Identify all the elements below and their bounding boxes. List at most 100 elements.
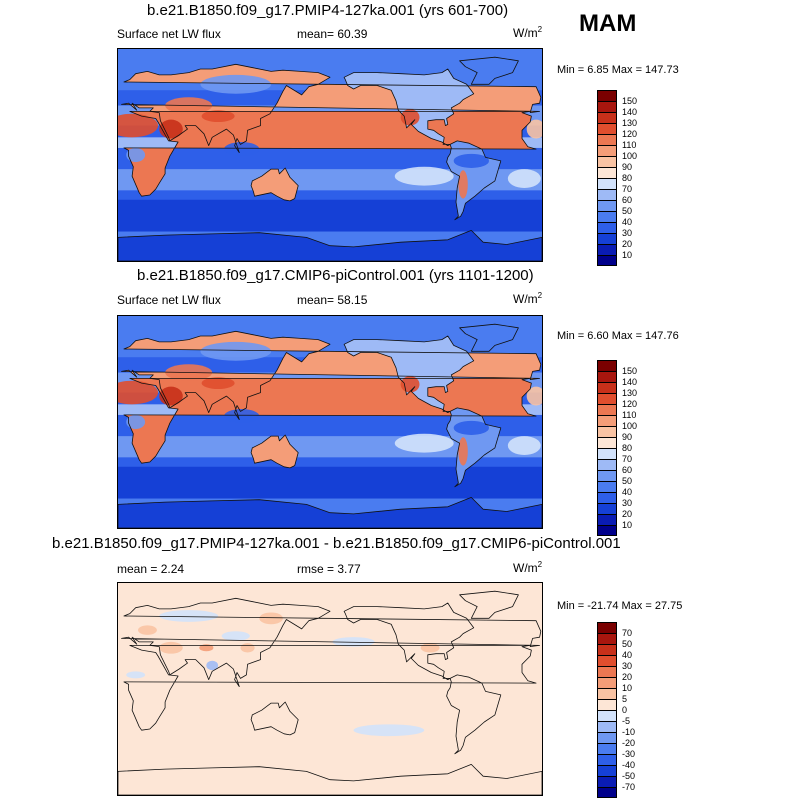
coastline-namerica (343, 602, 475, 680)
colorbar-swatch (597, 123, 617, 134)
colorbar-tick-label: 80 (622, 173, 633, 183)
diff-blob (159, 610, 219, 622)
panel-2-map (117, 315, 543, 529)
colorbar-tick-label: 10 (622, 683, 633, 693)
colorbar-swatch (597, 721, 617, 732)
southern-ocean-band (118, 199, 542, 232)
colorbar-swatch (597, 688, 617, 699)
andes-high (458, 437, 468, 466)
amazon-low (453, 420, 490, 435)
colorbar-tick-label: 20 (622, 509, 633, 519)
colorbar-tick-label: 110 (622, 410, 637, 420)
colorbar-swatch (597, 732, 617, 743)
coastline-africa (123, 645, 537, 731)
siberia-low (200, 74, 272, 94)
southern-ocean-band (118, 466, 542, 499)
colorbar-tick-label: 20 (622, 672, 633, 682)
colorbar-tick-label: 0 (622, 705, 628, 715)
colorbar-tick-label: 110 (622, 140, 637, 150)
colorbar-swatch (597, 503, 617, 514)
colorbar-swatch (597, 699, 617, 710)
colorbar-swatch (597, 244, 617, 255)
colorbar-swatch (597, 514, 617, 525)
colorbar-tick-label: 30 (622, 498, 633, 508)
arabia-high (159, 386, 183, 406)
colorbar-swatch (597, 644, 617, 655)
colorbar-tick-label: 10 (622, 520, 633, 530)
coastline-antarctica (118, 764, 542, 795)
colorbar-frame (597, 360, 617, 536)
andes-high (458, 170, 468, 199)
colorbar-tick-label: 20 (622, 239, 633, 249)
colorbar-tick-label: 120 (622, 399, 638, 409)
coastline-greenland (459, 56, 519, 85)
colorbar-tick-label: 50 (622, 476, 633, 486)
colorbar-swatch (597, 470, 617, 481)
colorbar-tick-label: -20 (622, 738, 636, 748)
sahara-high (118, 380, 159, 405)
colorbar-swatch (597, 765, 617, 776)
maritime-low (224, 409, 260, 424)
coastline-antarctica (118, 497, 542, 528)
coastline-greenland (459, 590, 519, 619)
panel-2-variable-label: Surface net LW flux (117, 293, 221, 307)
colorbar-swatch (597, 666, 617, 677)
colorbar-tick-label: 5 (622, 694, 628, 704)
land-namerica (344, 69, 474, 146)
colorbar-tick-label: 70 (622, 184, 633, 194)
panel-3-minmax: Min = -21.74 Max = 27.75 (557, 600, 683, 612)
colorbar-swatch (597, 776, 617, 787)
coastline-namerica (343, 335, 475, 413)
panel-3-mean-label: mean = 2.24 (117, 562, 185, 576)
colorbar-tick-label: 150 (622, 366, 638, 376)
colorbar-swatch (597, 101, 617, 112)
panel-2-mean-label: mean= 58.15 (297, 293, 368, 307)
coastline-australia (250, 434, 299, 469)
siberia-low (200, 341, 272, 361)
map-svg (118, 583, 542, 795)
colorbar-tick-label: -40 (622, 760, 636, 770)
contour-blob (507, 436, 541, 455)
colorbar-swatch (597, 525, 617, 536)
colorbar-frame (597, 622, 617, 798)
colorbar-swatch (597, 112, 617, 123)
maritime-low (224, 142, 260, 157)
land-greenland (459, 324, 519, 352)
contour-blob (394, 166, 454, 186)
coastline-eurasia (121, 63, 542, 153)
colorbar-tick-label: 140 (622, 107, 638, 117)
colorbar-swatch (597, 437, 617, 448)
diff-blob (138, 625, 157, 635)
colorbar-swatch (597, 655, 617, 666)
coastline-eurasia (121, 597, 542, 687)
congo-low (126, 147, 146, 163)
colorbar-tick-label: -70 (622, 782, 636, 792)
land-namerica (344, 336, 474, 413)
land-australia (251, 168, 299, 201)
colorbar-swatch (597, 787, 617, 798)
colorbar-tick-label: 100 (622, 421, 638, 431)
panel-3-map (117, 582, 543, 796)
colorbar-swatch (597, 677, 617, 688)
colorbar-swatch (597, 189, 617, 200)
colorbar-swatch (597, 382, 617, 393)
land-australia (251, 435, 299, 468)
colorbar-tick-label: 70 (622, 454, 633, 464)
panel-1-units: W/m2 (513, 25, 543, 40)
colorbar-swatch (597, 415, 617, 426)
panel-3-units: W/m2 (513, 560, 543, 575)
colorbar-tick-label: -30 (622, 749, 636, 759)
colorbar-tick-label: 120 (622, 129, 638, 139)
contour-blob (526, 386, 542, 406)
colorbar-tick-label: 130 (622, 118, 638, 128)
panel-2-title: b.e21.B1850.f09_g17.CMIP6-piControl.001 … (137, 267, 534, 284)
coastline-australia (250, 167, 299, 202)
panel-2-minmax: Min = 6.60 Max = 147.76 (557, 330, 679, 342)
coastline-africa (123, 111, 537, 197)
amazon-low (453, 153, 490, 168)
colorbar-swatch (597, 481, 617, 492)
colorbar-swatch (597, 211, 617, 222)
colorbar-swatch (597, 393, 617, 404)
colorbar-tick-label: 150 (622, 96, 638, 106)
colorbar-tick-label: 100 (622, 151, 638, 161)
